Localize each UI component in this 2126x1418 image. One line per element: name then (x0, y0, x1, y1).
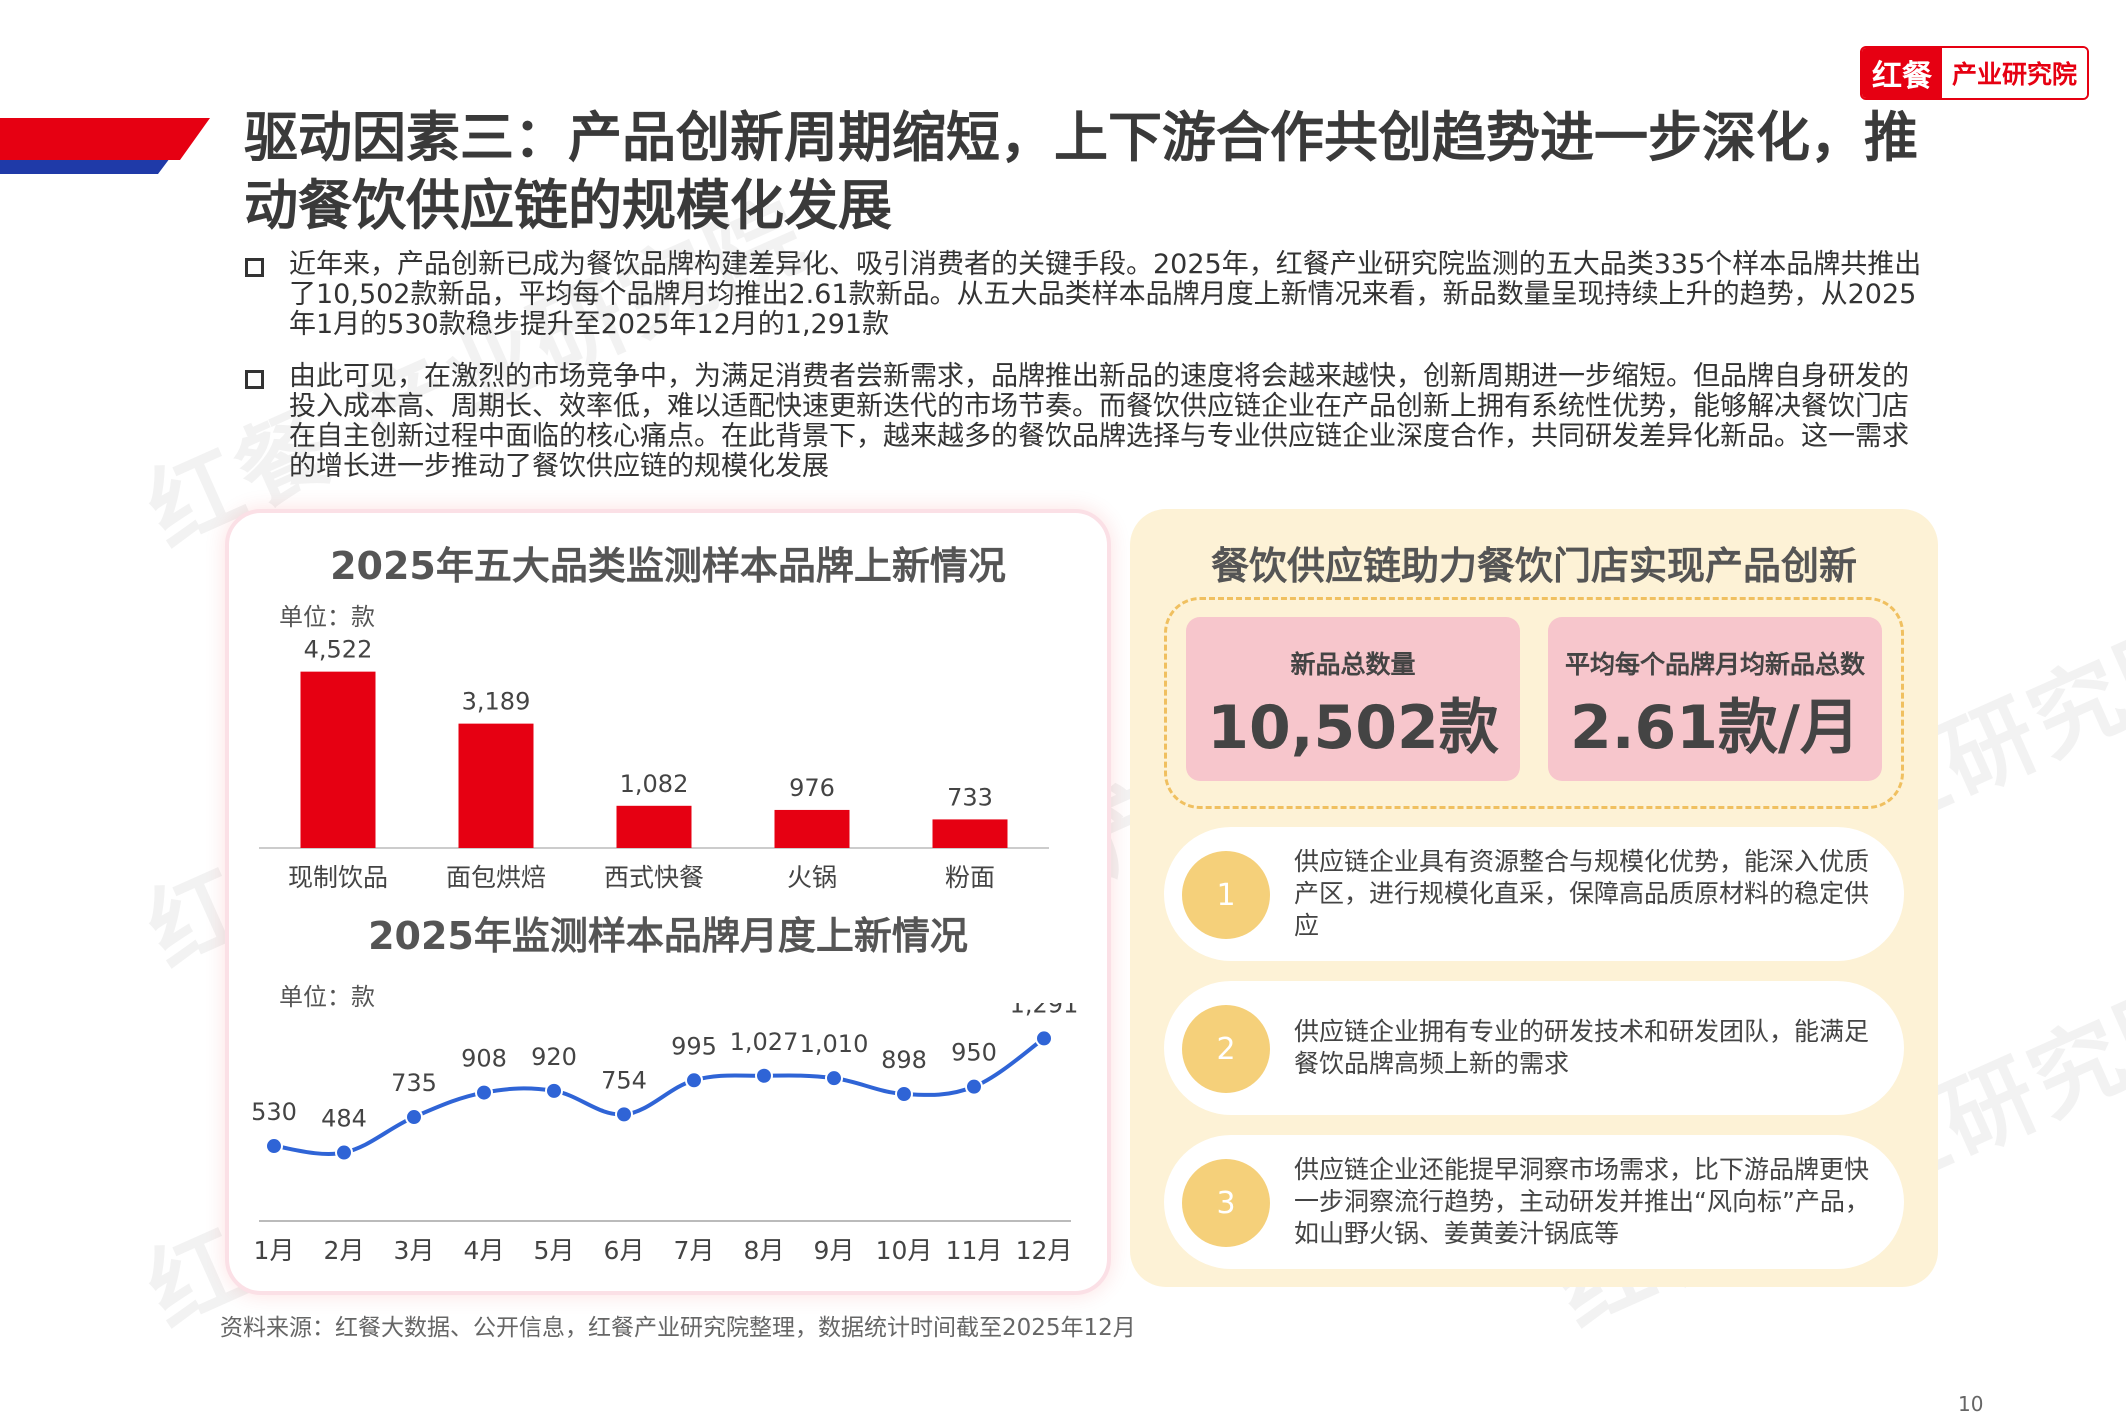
month-label: 5月 (534, 1236, 575, 1265)
data-point (545, 1081, 563, 1100)
category-label: 现制饮品 (288, 863, 388, 892)
data-point (405, 1108, 423, 1127)
month-label: 7月 (674, 1236, 715, 1265)
month-label: 8月 (744, 1236, 785, 1265)
month-label: 12月 (1016, 1236, 1073, 1265)
bar-chart-unit: 单位：款 (279, 603, 375, 631)
line-chart-title: 2025年监测样本品牌月度上新情况 (368, 914, 968, 958)
stat-label: 新品总数量 (1290, 650, 1416, 679)
logo-main: 红餐 (1862, 48, 1942, 98)
data-label: 950 (951, 1039, 997, 1067)
stat-value: 10,502款 (1207, 693, 1499, 763)
data-label: 1,010 (800, 1030, 869, 1058)
line-chart-unit: 单位：款 (279, 983, 375, 1011)
month-label: 2月 (324, 1236, 365, 1265)
data-label: 920 (531, 1043, 577, 1071)
bullet-item: 近年来，产品创新已成为餐饮品牌构建差异化、吸引消费者的关键手段。2025年，红餐… (245, 250, 1925, 340)
bar (458, 723, 534, 848)
number-badge: 3 (1182, 1159, 1270, 1247)
data-point (965, 1077, 983, 1096)
month-label: 1月 (254, 1236, 295, 1265)
bar (300, 671, 376, 848)
page-number: 10 (1958, 1392, 1984, 1416)
bar (932, 819, 1008, 848)
data-point (615, 1105, 633, 1124)
data-point (895, 1084, 913, 1103)
info-panel-title: 餐饮供应链助力餐饮门店实现产品创新 (1210, 544, 1857, 588)
data-label: 4,522 (304, 636, 373, 664)
point-item: 2 供应链企业拥有专业的研发技术和研发团队，能满足餐饮品牌高频上新的需求 (1164, 981, 1904, 1115)
data-label: 1,291 (1010, 1003, 1079, 1018)
data-label: 530 (251, 1098, 297, 1126)
data-point (755, 1066, 773, 1085)
stat-value: 2.61款/月 (1570, 693, 1860, 763)
month-label: 10月 (876, 1236, 933, 1265)
data-point (475, 1083, 493, 1102)
data-point (335, 1143, 353, 1162)
data-label: 995 (671, 1032, 717, 1060)
month-label: 9月 (814, 1236, 855, 1265)
month-label: 3月 (394, 1236, 435, 1265)
stat-card-average: 平均每个品牌月均新品总数 2.61款/月 (1548, 617, 1882, 781)
month-label: 6月 (604, 1236, 645, 1265)
category-label: 火锅 (787, 863, 837, 892)
bar-chart-title: 2025年五大品类监测样本品牌上新情况 (330, 544, 1006, 588)
data-label: 3,189 (462, 688, 531, 716)
number-badge: 1 (1182, 851, 1270, 939)
logo-sub: 产业研究院 (1942, 48, 2088, 98)
data-label: 898 (881, 1046, 927, 1074)
data-label: 733 (947, 783, 993, 811)
data-label: 735 (391, 1069, 437, 1097)
data-label: 484 (321, 1105, 367, 1133)
stat-label: 平均每个品牌月均新品总数 (1564, 650, 1865, 679)
month-label: 11月 (946, 1236, 1003, 1265)
header-stripe (0, 118, 210, 174)
data-point (685, 1071, 703, 1090)
bullet-list: 近年来，产品创新已成为餐饮品牌构建差异化、吸引消费者的关键手段。2025年，红餐… (245, 250, 1925, 504)
square-bullet-icon (245, 370, 264, 389)
category-label: 面包烘焙 (446, 863, 546, 892)
page-title: 驱动因素三：产品创新周期缩短，上下游合作共创趋势进一步深化，推动餐饮供应链的规模… (244, 106, 1918, 237)
stat-card-total: 新品总数量 10,502款 (1186, 617, 1520, 781)
bar-chart: 4,522 现制饮品 3,189 面包烘焙 1,082 西式快餐 976 火锅 733 粉面 (259, 636, 1049, 892)
line-chart: 530 1月 484 2月 735 3月 908 4月 920 5月 754 6月 995 7月 1,027… (251, 1003, 1079, 1265)
data-point (265, 1137, 283, 1156)
stats-frame (1164, 597, 1904, 809)
point-item: 3 供应链企业还能提早洞察市场需求，比下游品牌更快一步洞察流行趋势，主动研发并推… (1164, 1135, 1904, 1269)
data-label: 754 (601, 1066, 647, 1094)
data-point (825, 1069, 843, 1088)
bullet-text: 近年来，产品创新已成为餐饮品牌构建差异化、吸引消费者的关键手段。2025年，红餐… (289, 249, 1922, 340)
info-panel: 餐饮供应链助力餐饮门店实现产品创新 新品总数量 10,502款 平均每个品牌月均… (1130, 509, 1938, 1287)
bar (774, 809, 850, 848)
chart-panel: 2025年五大品类监测样本品牌上新情况 单位：款 4,522 现制饮品 3,189 面… (225, 509, 1111, 1295)
data-label: 1,027 (730, 1028, 799, 1056)
bullet-text: 由此可见，在激烈的市场竞争中，为满足消费者尝新需求，品牌推出新品的速度将会越来越… (289, 361, 1909, 482)
category-label: 粉面 (945, 863, 995, 892)
point-text: 供应链企业具有资源整合与规模化优势，能深入优质产区，进行规模化直采，保障高品质原… (1294, 847, 1870, 940)
data-label: 1,082 (620, 770, 689, 798)
data-label: 908 (461, 1045, 507, 1073)
data-point (1035, 1029, 1053, 1048)
series-line (273, 1036, 1046, 1156)
data-label: 976 (789, 774, 835, 802)
point-text: 供应链企业还能提早洞察市场需求，比下游品牌更快一步洞察流行趋势，主动研发并推出“… (1294, 1155, 1870, 1248)
point-text: 供应链企业拥有专业的研发技术和研发团队，能满足餐饮品牌高频上新的需求 (1294, 1017, 1870, 1078)
source-note: 资料来源：红餐大数据、公开信息，红餐产业研究院整理，数据统计时间截至2025年1… (220, 1315, 1136, 1341)
square-bullet-icon (245, 258, 264, 277)
month-label: 4月 (464, 1236, 505, 1265)
number-badge: 2 (1182, 1005, 1270, 1093)
category-label: 西式快餐 (604, 863, 704, 892)
bar (616, 805, 692, 848)
bullet-item: 由此可见，在激烈的市场竞争中，为满足消费者尝新需求，品牌推出新品的速度将会越来越… (245, 362, 1925, 482)
brand-logo: 红餐 产业研究院 (1860, 46, 2090, 100)
point-item: 1 供应链企业具有资源整合与规模化优势，能深入优质产区，进行规模化直采，保障高品… (1164, 827, 1904, 961)
